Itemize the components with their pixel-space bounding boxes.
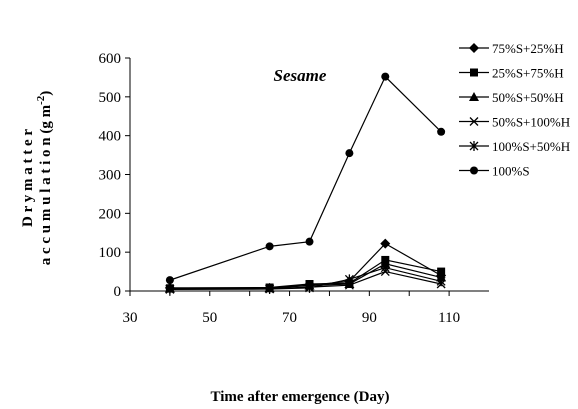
x-ticks: 30 50 70 90 110 <box>123 291 460 326</box>
y-axis-title-line2: a c c u m u l a t i o n (g m-2) <box>35 91 54 266</box>
y-tick-label: 600 <box>99 51 122 67</box>
legend-marker <box>469 92 479 101</box>
series-line <box>169 75 442 281</box>
x-tick-label: 70 <box>282 310 297 326</box>
data-point <box>436 276 446 287</box>
axes <box>129 58 489 292</box>
legend: 75%S+25%H 25%S+75%H 50%S+50%H 50%S+100%H 100… <box>459 41 570 179</box>
legend-label: 100%S+50%H <box>492 139 570 154</box>
data-point <box>381 72 390 81</box>
legend-item: 50%S+100%H <box>459 115 570 130</box>
series-100%S <box>165 72 446 285</box>
x-tick-label: 110 <box>438 310 460 326</box>
data-point <box>380 262 390 273</box>
legend-label: 50%S+50%H <box>492 90 564 105</box>
y-tick-label: 400 <box>99 129 122 145</box>
legend-label: 100%S <box>492 164 530 179</box>
data-point <box>345 149 354 158</box>
legend-marker <box>470 68 478 77</box>
data-point <box>305 237 314 246</box>
legend-item: 50%S+50%H <box>459 90 564 105</box>
legend-marker <box>470 166 478 175</box>
data-point <box>165 284 175 295</box>
data-point <box>437 127 446 136</box>
series-line <box>169 267 442 291</box>
legend-item: 25%S+75%H <box>459 66 564 81</box>
data-point <box>305 282 314 293</box>
legend-item: 75%S+25%H <box>459 41 564 56</box>
data-point <box>344 274 354 285</box>
y-ticks: 0 100 200 300 400 500 600 <box>99 51 130 300</box>
series-100%S+50%H <box>165 262 446 295</box>
legend-marker <box>469 43 479 53</box>
y-axis-title-line1: D r y m a t t e r <box>20 129 36 227</box>
data-point <box>265 284 275 295</box>
legend-label: 25%S+75%H <box>492 66 564 81</box>
chart-title: Sesame <box>274 66 327 85</box>
legend-marker <box>469 117 479 126</box>
data-point <box>265 242 274 251</box>
y-tick-label: 200 <box>99 206 122 222</box>
legend-label: 75%S+25%H <box>492 41 564 56</box>
y-tick-label: 500 <box>99 90 122 106</box>
data-point <box>165 276 174 285</box>
legend-item: 100%S <box>459 164 530 179</box>
legend-label: 50%S+100%H <box>492 115 570 130</box>
y-tick-label: 0 <box>114 284 122 300</box>
x-tick-label: 90 <box>362 310 377 326</box>
x-axis-title: Time after emergence (Day) <box>211 389 390 405</box>
y-tick-label: 100 <box>99 245 122 261</box>
legend-item: 100%S+50%H <box>459 139 570 154</box>
data-point <box>437 267 446 276</box>
series-group <box>164 72 447 295</box>
x-tick-label: 50 <box>202 310 217 326</box>
x-tick-label: 30 <box>123 310 138 326</box>
data-point <box>380 238 391 249</box>
y-tick-label: 300 <box>99 168 122 184</box>
legend-marker <box>469 141 479 151</box>
